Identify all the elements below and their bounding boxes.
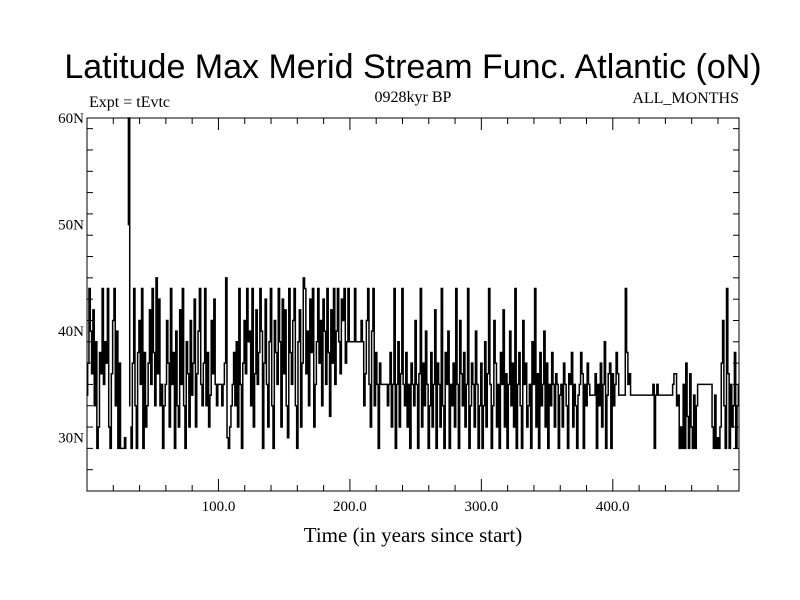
series-group — [86, 117, 740, 450]
period-label: 0928kyr BP — [375, 89, 452, 106]
experiment-label: Expt = tEvtc — [89, 94, 170, 111]
x-tick-label: 100.0 — [202, 499, 236, 515]
x-tick-label: 400.0 — [596, 499, 630, 515]
series-line-segment — [218, 277, 350, 450]
series-line-segment — [349, 287, 482, 450]
plot-frame — [86, 117, 740, 492]
x-tick-label: 300.0 — [464, 499, 498, 515]
series-line-segment — [625, 287, 740, 450]
y-tick-label: 40N — [58, 324, 84, 340]
x-tick-label: 200.0 — [333, 499, 367, 515]
axis-tick-labels: 30N 40N 50N 60N 100.0 200.0 300.0 400.0 — [58, 111, 630, 515]
chart-title: Latitude Max Merid Stream Func. Atlantic… — [64, 48, 761, 86]
series-line-segment — [130, 277, 219, 450]
months-label: ALL_MONTHS — [632, 90, 739, 107]
y-tick-label: 50N — [58, 218, 84, 234]
x-axis-label: Time (in years since start) — [304, 523, 523, 547]
series-line-segment — [100, 287, 127, 450]
series-line-segment — [481, 287, 627, 450]
y-tick-label: 30N — [58, 431, 84, 447]
series-line-segment — [86, 287, 101, 450]
y-tick-label: 60N — [58, 111, 84, 127]
series-line-segment — [127, 117, 131, 407]
